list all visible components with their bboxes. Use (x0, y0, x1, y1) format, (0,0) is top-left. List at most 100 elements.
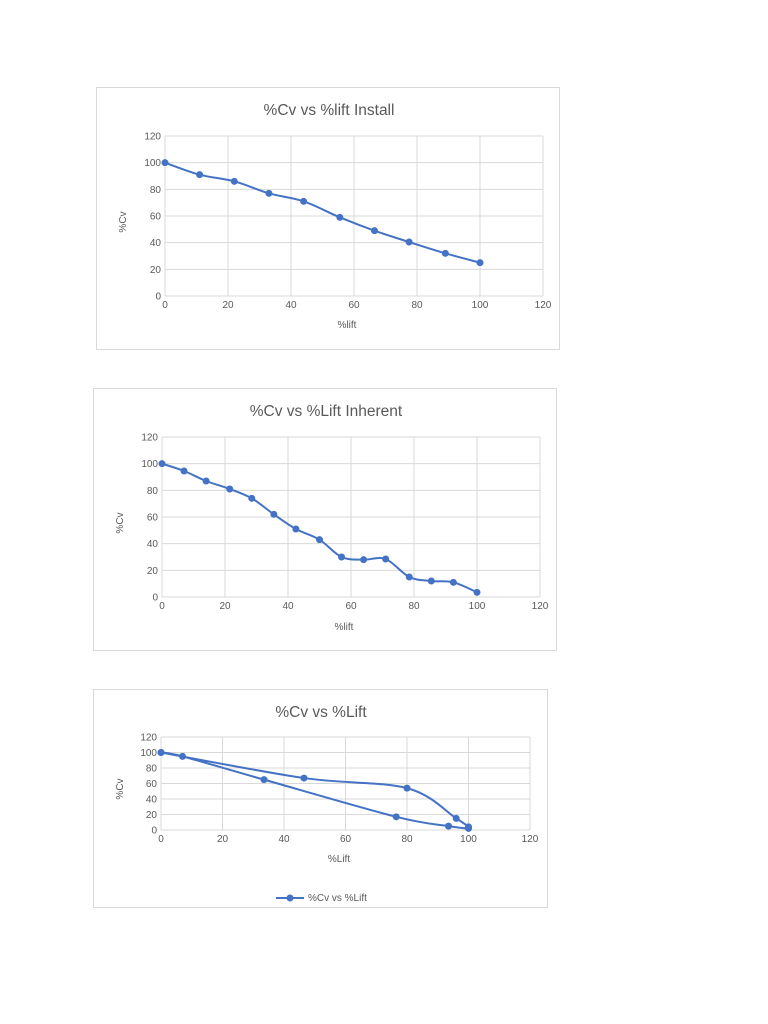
data-point (427, 577, 435, 585)
data-point (226, 485, 234, 493)
data-point (265, 189, 273, 197)
y-tick-label: 0 (155, 292, 161, 303)
data-point (445, 822, 453, 830)
y-tick-label: 40 (150, 238, 162, 249)
y-tick-label: 60 (147, 513, 159, 524)
y-tick-label: 120 (144, 132, 161, 143)
x-axis-label: %lift (338, 320, 357, 331)
series-line (160, 751, 472, 830)
y-tick-label: 80 (146, 764, 158, 775)
x-tick-label: 40 (282, 601, 294, 612)
data-point (441, 249, 449, 257)
gridlines (160, 736, 531, 831)
x-axis-label: %lift (335, 622, 354, 633)
gridlines (161, 436, 541, 598)
data-point (405, 573, 413, 581)
x-tick-label: 100 (469, 601, 486, 612)
x-tick-label: 120 (522, 834, 539, 845)
chart-cv-vs-lift-install: %Cv vs %lift Install %lift %Cv 0 20 40 60 80… (96, 87, 560, 350)
chart-1-svg: %Cv vs %lift Install %lift %Cv 0 20 40 60 80… (118, 102, 552, 331)
chart-title: %Cv vs %Lift Inherent (250, 403, 403, 420)
series-line (161, 462, 478, 594)
data-point (449, 578, 457, 586)
data-point (161, 159, 169, 167)
data-point (336, 213, 344, 221)
data-point (202, 477, 210, 485)
y-tick-label: 80 (147, 486, 159, 497)
x-tick-label: 20 (217, 834, 229, 845)
y-axis-label: %Cv (115, 778, 126, 799)
legend: %Cv vs %Lift (276, 893, 367, 904)
data-point (157, 749, 165, 756)
y-tick-label: 120 (140, 733, 157, 744)
y-tick-label: 100 (140, 748, 157, 759)
data-point (403, 784, 411, 792)
data-point (316, 536, 323, 544)
data-point (300, 197, 308, 205)
y-tick-label: 60 (150, 212, 162, 223)
y-tick-label: 120 (141, 433, 158, 444)
x-tick-label: 100 (472, 300, 489, 311)
chart-title: %Cv vs %lift Install (264, 102, 395, 119)
legend-label: %Cv vs %Lift (308, 893, 367, 904)
x-tick-label: 60 (348, 300, 360, 311)
data-point (405, 238, 413, 246)
data-point (179, 752, 187, 760)
data-point (292, 525, 300, 533)
data-point (476, 259, 484, 267)
data-point (158, 460, 166, 468)
x-axis-label: %Lift (328, 854, 350, 865)
y-tick-label: 40 (146, 795, 158, 806)
gridlines (164, 135, 544, 297)
y-axis-label: %Cv (115, 512, 126, 533)
x-tick-label: 0 (158, 834, 164, 845)
legend-marker (286, 894, 294, 902)
x-tick-label: 20 (222, 300, 234, 311)
x-tick-label: 0 (162, 300, 168, 311)
x-tick-label: 60 (340, 834, 352, 845)
y-tick-label: 60 (146, 779, 158, 790)
data-point (392, 813, 400, 821)
x-tick-label: 80 (408, 601, 420, 612)
x-tick-label: 0 (159, 601, 165, 612)
y-tick-label: 100 (144, 158, 161, 169)
data-point (452, 814, 460, 822)
y-tick-label: 0 (152, 593, 158, 604)
x-tick-label: 60 (345, 601, 357, 612)
x-tick-label: 100 (460, 834, 477, 845)
chart-2-svg: %Cv vs %Lift Inherent %lift %Cv 0 20 40 60 8… (115, 403, 549, 633)
y-tick-label: 40 (147, 539, 159, 550)
x-tick-label: 80 (401, 834, 413, 845)
x-tick-label: 120 (535, 300, 552, 311)
data-point (370, 227, 378, 235)
y-tick-label: 20 (147, 566, 159, 577)
data-point (338, 553, 346, 561)
y-tick-label: 20 (150, 265, 162, 276)
y-axis-label: %Cv (118, 211, 129, 232)
x-tick-label: 80 (411, 300, 423, 311)
data-point (230, 177, 238, 185)
series-line (164, 161, 481, 264)
y-tick-label: 20 (146, 810, 158, 821)
chart-3-svg: %Cv vs %Lift %Lift %Cv %Cv vs %Lift 0 20 4… (115, 704, 539, 904)
data-point (465, 823, 472, 831)
y-tick-label: 80 (150, 185, 162, 196)
x-tick-label: 120 (532, 601, 549, 612)
x-tick-label: 40 (285, 300, 297, 311)
chart-cv-vs-lift-inherent: %Cv vs %Lift Inherent %lift %Cv 0 20 40 60 8… (93, 388, 557, 651)
chart-cv-vs-lift: %Cv vs %Lift %Lift %Cv %Cv vs %Lift 0 20 4… (93, 689, 548, 908)
data-point (382, 555, 390, 563)
y-tick-label: 100 (141, 459, 158, 470)
chart-title: %Cv vs %Lift (275, 704, 367, 721)
data-point (260, 776, 268, 784)
data-point (180, 467, 188, 475)
data-point (300, 774, 308, 782)
data-point (248, 494, 256, 502)
data-point (473, 588, 481, 596)
data-point (196, 171, 204, 179)
data-point (360, 556, 368, 564)
data-point (270, 510, 278, 518)
y-tick-label: 0 (151, 826, 157, 837)
x-tick-label: 20 (219, 601, 231, 612)
x-tick-label: 40 (278, 834, 290, 845)
